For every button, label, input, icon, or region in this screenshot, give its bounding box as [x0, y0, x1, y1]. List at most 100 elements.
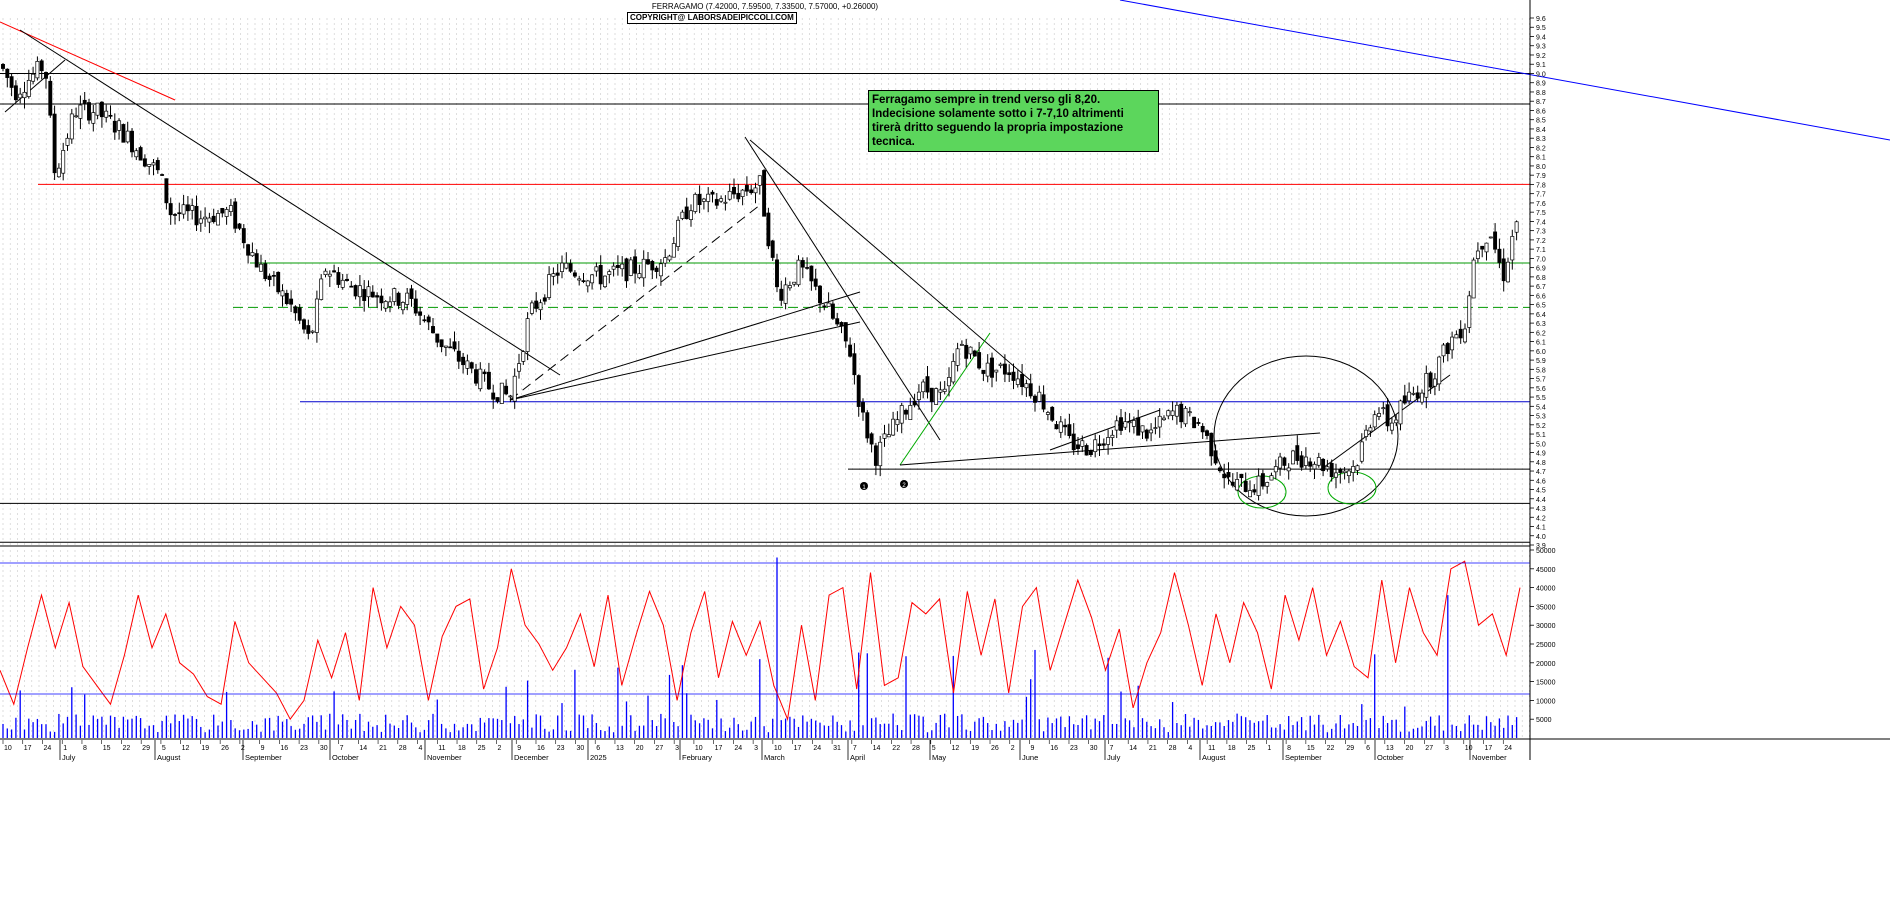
candle-body: [1200, 426, 1205, 433]
axes: 3.9 4.0 4.1 4.2 4.3 4.4 4.5 4.6 4.7 4.8 4.9 5.0 5.1 5…: [0, 0, 1890, 762]
y-tick-label: 8.6: [1536, 108, 1546, 115]
candle-body: [431, 326, 435, 334]
candle-body: [1011, 371, 1016, 381]
candle-body: [1377, 413, 1381, 417]
candle-body: [1088, 450, 1093, 455]
candle-body: [1514, 221, 1519, 233]
trend-line: [509, 291, 861, 401]
candle-body: [13, 85, 18, 101]
candle-body: [934, 388, 939, 405]
candle-body: [1157, 415, 1162, 428]
x-day-label: 12: [182, 745, 190, 752]
x-day-label: 31: [833, 745, 841, 752]
candle-body: [830, 303, 835, 319]
candle-body: [1488, 236, 1493, 239]
candle-body: [1110, 434, 1115, 438]
y-tick-label: 6.2: [1536, 330, 1546, 337]
candle-body: [44, 72, 48, 79]
candle-body: [1411, 392, 1416, 395]
candle-body: [1149, 429, 1154, 434]
candle-body: [1084, 445, 1089, 456]
candle-body: [1136, 417, 1141, 436]
x-day-label: 12: [952, 745, 960, 752]
candle-body: [1192, 416, 1197, 429]
candle-body: [594, 266, 599, 272]
candle-body: [568, 263, 573, 272]
candle-body: [1295, 445, 1300, 461]
candle-body: [1166, 410, 1171, 417]
candle-body: [572, 272, 577, 277]
candle-body: [684, 206, 689, 220]
candle-body: [332, 270, 337, 273]
candle-body: [981, 369, 986, 374]
candle-body: [654, 267, 659, 272]
x-day-label: 19: [201, 745, 209, 752]
candle-body: [985, 362, 990, 377]
x-day-label: 3: [754, 745, 758, 752]
candle-body: [164, 178, 169, 204]
candle-body: [151, 162, 156, 166]
candle-body: [117, 120, 122, 131]
candle-body: [375, 295, 380, 298]
candle-body: [155, 160, 160, 171]
candle-body: [203, 216, 208, 220]
candle-body: [736, 192, 741, 200]
x-day-label: 29: [1346, 745, 1354, 752]
candle-body: [504, 385, 509, 395]
y-tick-label: 35000: [1536, 604, 1556, 611]
candle-body: [912, 400, 917, 406]
candle-body: [499, 382, 504, 404]
candle-body: [1437, 356, 1442, 385]
candle-body: [835, 318, 840, 325]
candle-body: [775, 259, 779, 288]
x-day-label: 24: [1504, 745, 1512, 752]
x-day-label: 21: [379, 745, 387, 752]
candle-body: [938, 389, 943, 393]
candle-body: [818, 285, 822, 304]
candle-body: [1321, 458, 1326, 472]
candle-body: [1230, 481, 1235, 486]
candle-body: [1045, 412, 1050, 415]
x-day-label: 9: [1030, 745, 1034, 752]
candle-body: [607, 271, 612, 275]
candle-body: [809, 265, 814, 282]
x-day-label: 9: [517, 745, 521, 752]
candle-body: [762, 170, 767, 217]
x-day-label: 1: [1267, 745, 1271, 752]
x-day-label: 10: [695, 745, 703, 752]
chart-title: FERRAGAMO (7.42000, 7.59500, 7.33500, 7.…: [651, 2, 879, 11]
candle-body: [1140, 425, 1145, 433]
x-day-label: 15: [103, 745, 111, 752]
candle-body: [1338, 469, 1343, 473]
candle-body: [538, 302, 543, 311]
x-month-label: July: [1107, 753, 1121, 762]
x-day-label: 26: [991, 745, 999, 752]
candle-body: [942, 388, 947, 392]
x-day-label: 30: [1090, 745, 1098, 752]
candle-body: [297, 307, 302, 321]
x-day-label: 7: [1109, 745, 1113, 752]
candle-body: [362, 289, 367, 301]
candle-body: [955, 348, 960, 366]
candle-body: [693, 194, 698, 212]
x-day-label: 7: [340, 745, 344, 752]
y-tick-label: 7.9: [1536, 173, 1546, 180]
candle-body: [779, 288, 784, 301]
candle-body: [1351, 466, 1356, 473]
candle-body: [1334, 472, 1338, 478]
candle-body: [1080, 440, 1085, 447]
candle-body: [732, 187, 736, 195]
y-tick-label: 4.5: [1536, 488, 1546, 495]
volume-bars: [2, 557, 1518, 738]
candle-body: [1480, 245, 1485, 250]
y-tick-label: 6.3: [1536, 321, 1546, 328]
y-tick-label: 5.0: [1536, 441, 1546, 448]
y-tick-label: 8.5: [1536, 118, 1546, 125]
x-day-label: 8: [83, 745, 87, 752]
candle-body: [977, 352, 982, 369]
candle-body: [91, 112, 96, 124]
candle-body: [31, 73, 36, 82]
candle-body: [667, 255, 672, 261]
candle-body: [547, 274, 552, 298]
